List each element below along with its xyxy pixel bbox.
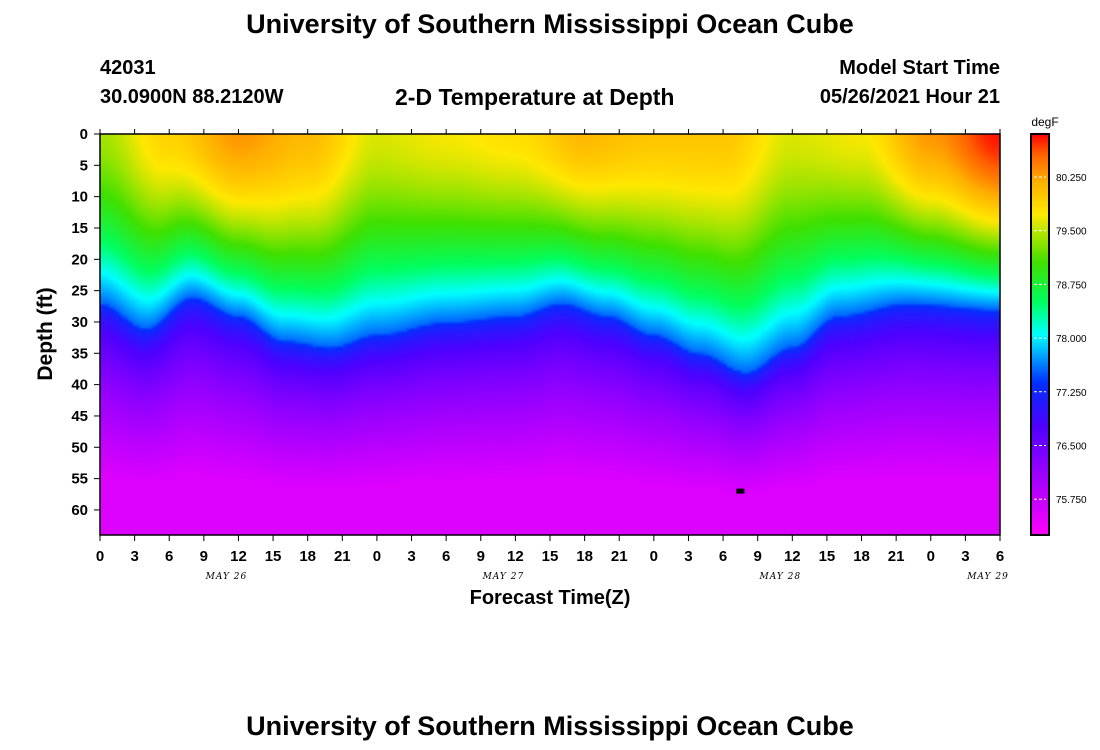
colorbar-tick-label: 78.750 [1056, 280, 1087, 291]
x-tick-label: 15 [265, 548, 282, 565]
date-label: MAY 29 [966, 572, 1009, 582]
x-tick-label: 3 [961, 548, 969, 565]
x-tick-label: 3 [407, 548, 415, 565]
station-coords: 30.0900N 88.2120W [100, 86, 284, 108]
y-tick-label: 50 [71, 439, 88, 456]
date-label: MAY 26 [205, 572, 248, 582]
y-tick-label: 15 [71, 220, 88, 237]
colorbar-tick-label: 78.000 [1056, 334, 1087, 345]
model-start-value: 05/26/2021 Hour 21 [819, 86, 1000, 108]
x-tick-label: 3 [130, 548, 138, 565]
x-tick-label: 18 [853, 548, 870, 565]
data-marker [736, 488, 745, 494]
x-tick-label: 15 [819, 548, 836, 565]
x-tick-label: 0 [927, 548, 935, 565]
x-tick-label: 9 [754, 548, 762, 565]
x-tick-label: 3 [684, 548, 692, 565]
page-title: University of Southern Mississippi Ocean… [246, 9, 854, 39]
colorbar-tick-label: 76.500 [1056, 441, 1087, 452]
x-tick-label: 21 [888, 548, 905, 565]
colorbar-tick-label: 79.500 [1056, 227, 1087, 238]
y-tick-label: 45 [71, 408, 88, 425]
x-tick-label: 18 [576, 548, 593, 565]
x-tick-label: 6 [996, 548, 1004, 565]
model-start-label: Model Start Time [839, 57, 1000, 79]
x-tick-label: 6 [719, 548, 727, 565]
y-tick-label: 60 [71, 502, 88, 519]
x-tick-label: 21 [334, 548, 351, 565]
x-tick-label: 12 [230, 548, 247, 565]
x-tick-label: 18 [299, 548, 316, 565]
x-axis-label: Forecast Time(Z) [470, 587, 631, 609]
x-tick-label: 0 [650, 548, 658, 565]
y-tick-label: 35 [71, 345, 88, 362]
colorbar-unit: degF [1031, 115, 1058, 129]
y-tick-label: 55 [71, 471, 88, 488]
x-tick-label: 12 [507, 548, 524, 565]
date-label: MAY 27 [482, 572, 525, 582]
chart-title: 2-D Temperature at Depth [395, 84, 675, 110]
y-tick-label: 0 [80, 126, 88, 143]
footer-title: University of Southern Mississippi Ocean… [246, 711, 854, 741]
x-tick-label: 6 [165, 548, 173, 565]
y-tick-label: 40 [71, 377, 88, 394]
y-tick-label: 5 [80, 157, 88, 174]
station-id: 42031 [100, 57, 156, 79]
y-tick-label: 10 [71, 189, 88, 206]
date-label: MAY 28 [759, 572, 802, 582]
x-tick-label: 0 [373, 548, 381, 565]
x-tick-label: 6 [442, 548, 450, 565]
colorbar-tick-label: 80.250 [1056, 173, 1087, 184]
y-tick-label: 30 [71, 314, 88, 331]
x-tick-label: 12 [784, 548, 801, 565]
x-tick-label: 9 [477, 548, 485, 565]
colorbar-tick-label: 75.750 [1056, 495, 1087, 506]
x-tick-label: 21 [611, 548, 628, 565]
x-tick-label: 9 [200, 548, 208, 565]
y-tick-label: 20 [71, 251, 88, 268]
colorbar [1030, 133, 1050, 536]
x-tick-label: 15 [542, 548, 559, 565]
colorbar-tick-label: 77.250 [1056, 388, 1087, 399]
y-axis-label: Depth (ft) [34, 287, 57, 380]
heatmap-image [100, 134, 1000, 535]
y-tick-label: 25 [71, 283, 88, 300]
x-tick-label: 0 [96, 548, 104, 565]
